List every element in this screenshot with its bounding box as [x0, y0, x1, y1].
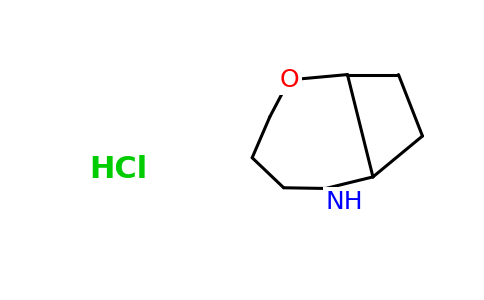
Text: HCl: HCl	[90, 155, 148, 184]
Text: O: O	[279, 68, 299, 92]
Text: NH: NH	[326, 190, 363, 214]
